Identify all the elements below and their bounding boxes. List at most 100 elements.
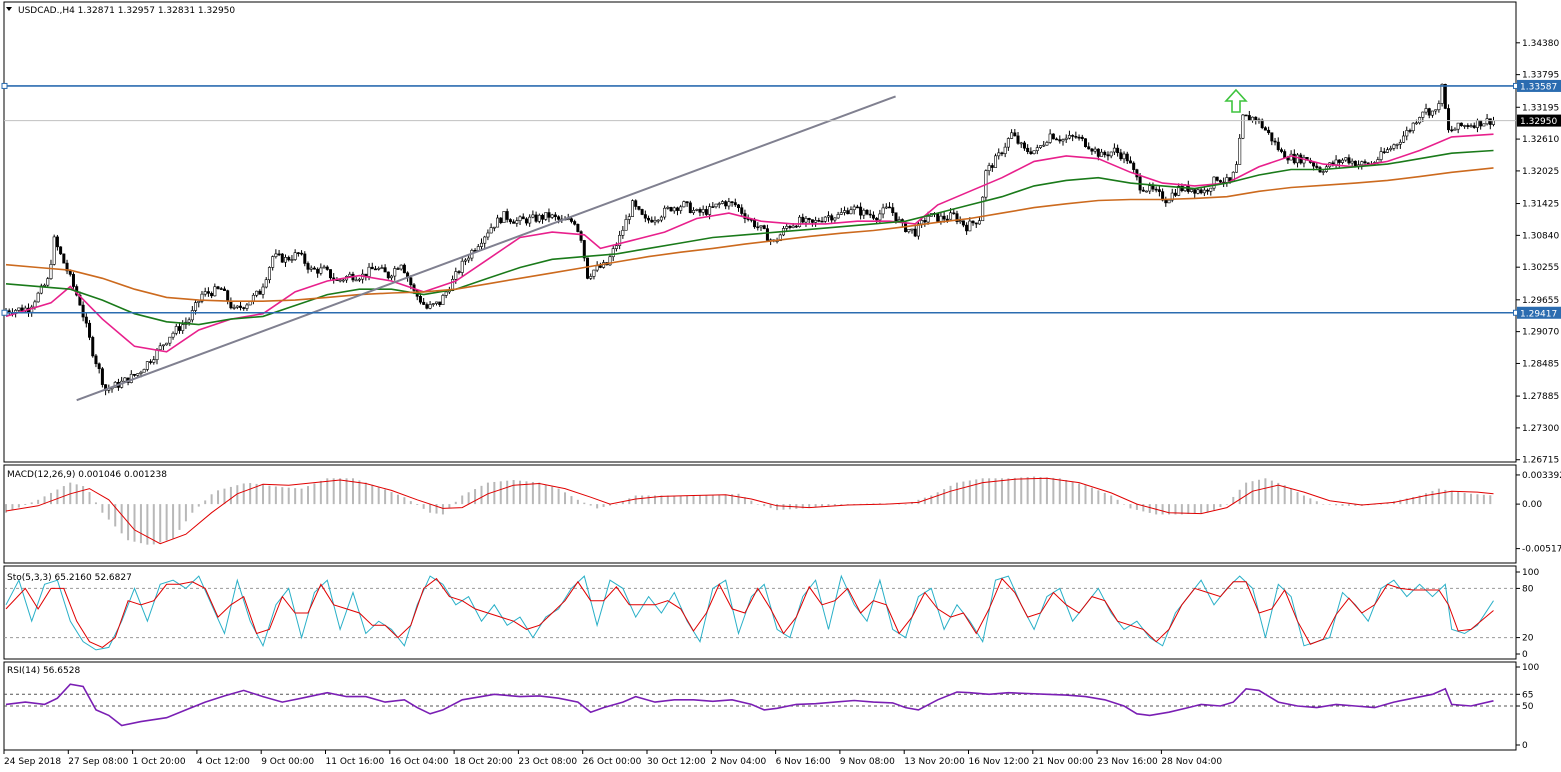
macd-histogram-bar xyxy=(833,504,836,506)
macd-histogram-bar xyxy=(686,495,689,505)
candle-body xyxy=(1135,169,1139,178)
price-tick-label: 1.26715 xyxy=(1522,456,1559,466)
macd-panel[interactable] xyxy=(5,476,1494,545)
macd-histogram-bar xyxy=(1168,504,1171,515)
candle-body xyxy=(1016,135,1020,144)
macd-histogram-bar xyxy=(583,502,586,505)
macd-histogram-bar xyxy=(538,482,541,505)
time-tick-label: 27 Sep 08:00 xyxy=(68,757,128,767)
time-tick-label: 11 Oct 16:00 xyxy=(326,757,385,767)
macd-histogram-bar xyxy=(1251,481,1254,505)
candle-body xyxy=(248,301,252,306)
macd-histogram-bar xyxy=(1354,504,1357,506)
candle-body xyxy=(457,271,461,273)
candle-body xyxy=(97,363,101,370)
stochastic-panel-frame xyxy=(3,565,1517,660)
stochastic-tick-label: 80 xyxy=(1522,584,1534,594)
macd-histogram-bar xyxy=(390,492,393,505)
candle-body xyxy=(589,276,593,279)
candle-body xyxy=(1141,189,1145,192)
candle-body xyxy=(1196,189,1200,194)
candle-body xyxy=(833,217,837,221)
macd-histogram-bar xyxy=(300,488,303,505)
macd-histogram-bar xyxy=(1315,501,1318,505)
candle-body xyxy=(486,232,490,238)
candle-body xyxy=(341,279,345,282)
candle-body xyxy=(823,216,827,222)
macd-histogram-bar xyxy=(1193,504,1196,514)
macd-histogram-bar xyxy=(422,504,425,509)
up-arrow-icon[interactable] xyxy=(1224,88,1248,113)
candle-body xyxy=(49,264,53,279)
macd-histogram-bar xyxy=(396,494,399,505)
candle-body xyxy=(679,206,683,211)
candle-body xyxy=(59,246,63,255)
macd-histogram-bar xyxy=(866,503,869,505)
candle-body xyxy=(1058,139,1062,142)
level-handle[interactable] xyxy=(1,82,8,89)
macd-histogram-bar xyxy=(1045,477,1048,505)
macd-histogram-bar xyxy=(480,485,483,505)
candle-body xyxy=(171,332,175,338)
macd-histogram-bar xyxy=(994,478,997,505)
candle-body xyxy=(483,236,487,244)
candle-body xyxy=(232,307,236,309)
trendline[interactable] xyxy=(76,95,896,402)
macd-histogram-bar xyxy=(268,485,271,505)
macd-histogram-bar xyxy=(596,504,599,509)
rsi-tick-label: 50 xyxy=(1522,702,1534,712)
macd-histogram-bar xyxy=(1290,488,1293,505)
candle-body xyxy=(216,286,220,289)
candle-body xyxy=(634,200,638,207)
candle-body xyxy=(1013,132,1017,137)
candle-body xyxy=(1292,153,1296,164)
macd-histogram-bar xyxy=(11,504,14,511)
candle-body xyxy=(1022,142,1026,149)
candle-body xyxy=(210,293,214,297)
macd-tick-label: 0.003392 xyxy=(1522,471,1561,481)
candle-body xyxy=(843,210,847,213)
macd-histogram-bar xyxy=(30,502,33,505)
price-panel[interactable]: 1.33587 1.29417 1.32950 xyxy=(1,79,1561,402)
candle-body xyxy=(958,220,962,223)
time-tick-label: 9 Nov 08:00 xyxy=(840,757,895,767)
macd-histogram-bar xyxy=(197,504,200,507)
candle-body xyxy=(608,256,612,266)
candle-body xyxy=(512,221,516,224)
candle-body xyxy=(213,286,217,297)
macd-histogram-bar xyxy=(107,504,110,520)
candle-body xyxy=(737,204,741,209)
candle-body xyxy=(714,203,718,208)
candle-body xyxy=(1167,199,1171,204)
ma-fast-line xyxy=(5,133,1494,353)
macd-histogram-bar xyxy=(506,480,509,505)
candle-body xyxy=(78,294,82,306)
candle-body xyxy=(1475,119,1479,128)
candle-body xyxy=(174,326,178,334)
macd-histogram-bar xyxy=(589,504,592,506)
candle-body xyxy=(505,211,509,220)
candle-body xyxy=(569,218,573,222)
macd-histogram-bar xyxy=(930,495,933,505)
candle-body xyxy=(1209,187,1213,192)
candle-body xyxy=(862,209,866,216)
macd-histogram-bar xyxy=(1007,478,1010,505)
candle-body xyxy=(1000,152,1004,155)
candle-body xyxy=(1103,151,1107,156)
candle-body xyxy=(888,206,892,209)
level-price-label: 1.33587 xyxy=(1520,82,1557,92)
candle-body xyxy=(871,214,875,219)
level-handle[interactable] xyxy=(1,309,8,316)
macd-histogram-bar xyxy=(37,499,40,505)
dropdown-triangle-icon[interactable] xyxy=(6,7,12,11)
candle-body xyxy=(971,220,975,224)
rsi-panel[interactable] xyxy=(4,683,1516,727)
macd-histogram-bar xyxy=(666,495,669,505)
stochastic-panel[interactable] xyxy=(4,574,1516,651)
candle-body xyxy=(136,373,140,376)
candle-body xyxy=(1170,192,1174,201)
candle-body xyxy=(663,207,667,218)
price-tick-label: 1.33795 xyxy=(1522,71,1559,81)
macd-histogram-bar xyxy=(1245,482,1248,505)
